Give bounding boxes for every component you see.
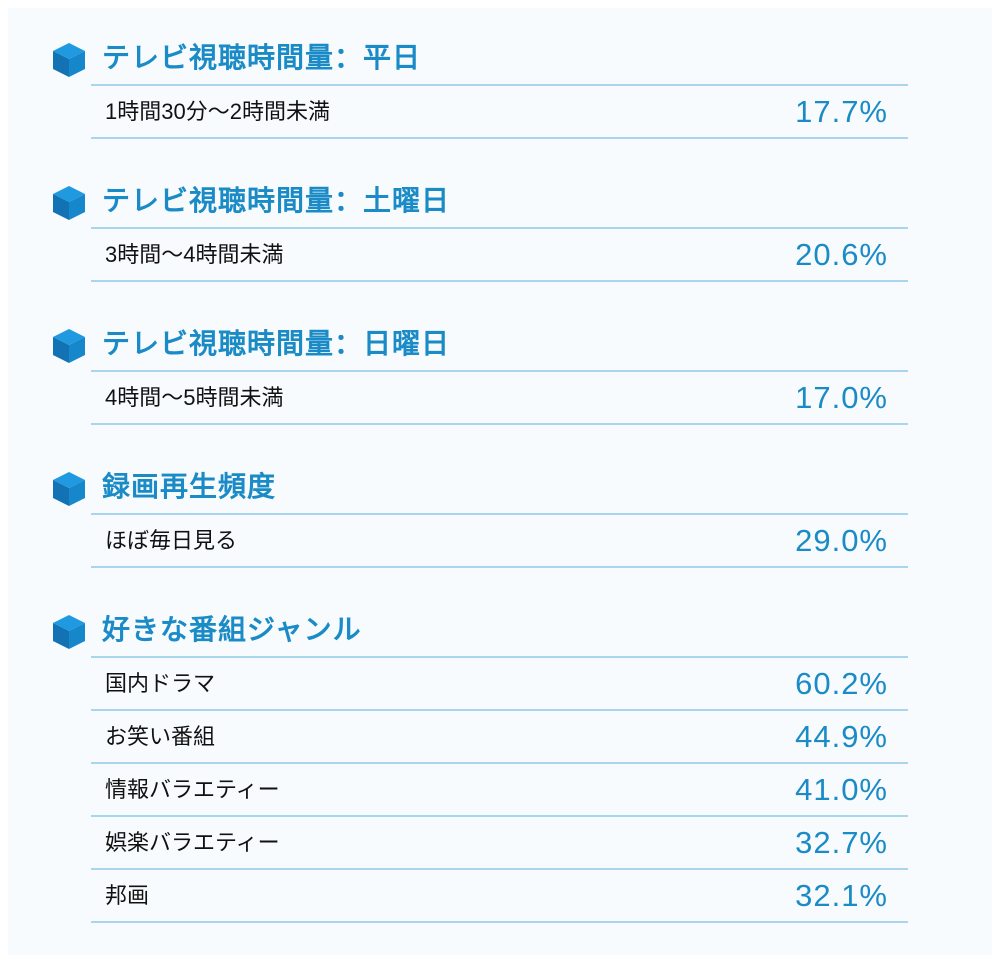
- result-list: ほぼ毎日見る 29.0%: [91, 513, 908, 568]
- section-recording-playback: 録画再生頻度 ほぼ毎日見る 29.0%: [8, 459, 992, 568]
- section-header: テレビ視聴時間量：土曜日: [8, 173, 992, 227]
- result-label: お笑い番組: [105, 724, 216, 749]
- result-label: 情報バラエティー: [105, 777, 280, 802]
- cube-icon: [53, 186, 85, 220]
- result-label: 4時間～5時間未満: [105, 385, 284, 410]
- result-value: 29.0%: [795, 523, 888, 558]
- result-value: 20.6%: [795, 237, 888, 272]
- section-title: テレビ視聴時間量：日曜日: [102, 328, 451, 359]
- result-list: 1時間30分～2時間未満 17.7%: [91, 84, 908, 139]
- cube-icon: [53, 615, 85, 649]
- section-favorite-genres: 好きな番組ジャンル 国内ドラマ 60.2% お笑い番組 44.9% 情報バラエテ…: [8, 602, 992, 923]
- result-row: 3時間～4時間未満 20.6%: [91, 227, 908, 282]
- cube-icon: [53, 472, 85, 506]
- section-title: テレビ視聴時間量：土曜日: [102, 185, 451, 216]
- section-title: 好きな番組ジャンル: [102, 614, 362, 645]
- result-value: 41.0%: [795, 772, 888, 807]
- section-header: テレビ視聴時間量：平日: [8, 30, 992, 84]
- result-row: お笑い番組 44.9%: [91, 709, 908, 762]
- section-title: 録画再生頻度: [102, 471, 277, 502]
- section-title: テレビ視聴時間量：平日: [102, 42, 422, 73]
- result-value: 60.2%: [795, 666, 888, 701]
- result-value: 44.9%: [795, 719, 888, 754]
- result-row: 情報バラエティー 41.0%: [91, 762, 908, 815]
- result-label: 邦画: [105, 883, 150, 908]
- section-header: テレビ視聴時間量：日曜日: [8, 316, 992, 370]
- result-value: 17.0%: [795, 380, 888, 415]
- result-row: 邦画 32.1%: [91, 868, 908, 923]
- cube-icon: [53, 329, 85, 363]
- result-value: 32.7%: [795, 825, 888, 860]
- result-row: 1時間30分～2時間未満 17.7%: [91, 84, 908, 139]
- result-row: 娯楽バラエティー 32.7%: [91, 815, 908, 868]
- result-label: 国内ドラマ: [105, 671, 216, 696]
- section-header: 好きな番組ジャンル: [8, 602, 992, 656]
- survey-summary-panel: テレビ視聴時間量：平日 1時間30分～2時間未満 17.7% テレビ視聴時間量：…: [8, 8, 992, 955]
- result-label: 1時間30分～2時間未満: [105, 99, 330, 124]
- section-tv-sunday: テレビ視聴時間量：日曜日 4時間～5時間未満 17.0%: [8, 316, 992, 425]
- result-row: ほぼ毎日見る 29.0%: [91, 513, 908, 568]
- result-label: 娯楽バラエティー: [105, 830, 280, 855]
- result-value: 17.7%: [795, 94, 888, 129]
- result-label: 3時間～4時間未満: [105, 242, 284, 267]
- result-value: 32.1%: [795, 878, 888, 913]
- result-list: 3時間～4時間未満 20.6%: [91, 227, 908, 282]
- section-tv-saturday: テレビ視聴時間量：土曜日 3時間～4時間未満 20.6%: [8, 173, 992, 282]
- result-list: 4時間～5時間未満 17.0%: [91, 370, 908, 425]
- result-row: 4時間～5時間未満 17.0%: [91, 370, 908, 425]
- result-label: ほぼ毎日見る: [105, 528, 238, 553]
- section-header: 録画再生頻度: [8, 459, 992, 513]
- section-tv-weekday: テレビ視聴時間量：平日 1時間30分～2時間未満 17.7%: [8, 30, 992, 139]
- result-list: 国内ドラマ 60.2% お笑い番組 44.9% 情報バラエティー 41.0% 娯…: [91, 656, 908, 923]
- result-row: 国内ドラマ 60.2%: [91, 656, 908, 709]
- cube-icon: [53, 43, 85, 77]
